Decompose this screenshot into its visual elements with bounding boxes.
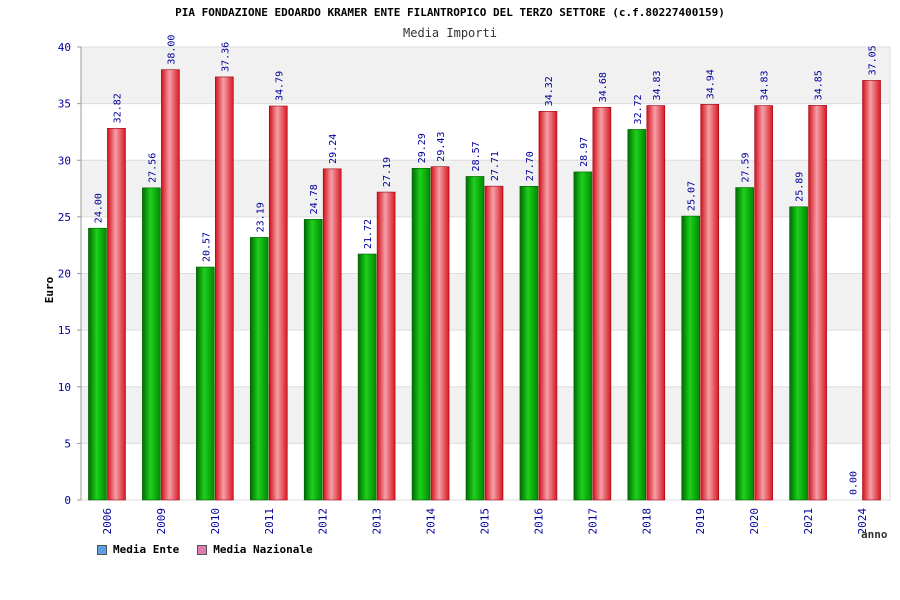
- y-tick-label: 0: [64, 494, 71, 507]
- legend: Media Ente Media Nazionale: [97, 543, 313, 556]
- x-tick-label: 2011: [263, 508, 276, 535]
- data-label-media-ente: 27.56: [147, 153, 158, 183]
- bar-media-nazionale: [754, 105, 773, 501]
- x-tick-label: 2012: [317, 508, 330, 535]
- bar-media-nazionale: [430, 166, 450, 501]
- x-tick-label: 2009: [155, 508, 168, 535]
- data-label-media-nazionale: 29.24: [328, 134, 339, 164]
- data-label-media-nazionale: 37.36: [220, 42, 231, 72]
- bar-media-nazionale: [484, 185, 504, 501]
- bar-media-ente: [789, 206, 808, 501]
- bar-media-nazionale: [215, 76, 234, 501]
- x-tick-label: 2010: [209, 508, 222, 535]
- bar-media-nazionale: [376, 191, 396, 501]
- data-label-media-nazionale: 27.19: [382, 157, 393, 187]
- legend-swatch-nazionale: [197, 544, 208, 555]
- bar-media-ente: [735, 187, 754, 501]
- bar-media-ente: [519, 185, 539, 501]
- x-tick-label: 2006: [101, 508, 114, 535]
- bar-media-ente: [465, 176, 485, 501]
- x-axis-label: anno: [861, 528, 888, 541]
- x-tick-label: 2015: [479, 508, 492, 535]
- y-tick-label: 30: [58, 154, 71, 167]
- legend-swatch-ente: [97, 544, 107, 555]
- data-label-media-ente: 24.00: [93, 193, 104, 223]
- bar-media-nazionale: [107, 128, 126, 501]
- y-tick-label: 40: [58, 41, 71, 54]
- data-label-media-ente: 20.57: [201, 232, 212, 262]
- bar-media-nazionale: [322, 168, 342, 501]
- data-label-media-ente: 25.89: [795, 172, 806, 202]
- data-label-media-ente: 29.29: [417, 133, 428, 163]
- data-label-media-ente: 23.19: [255, 202, 266, 232]
- bar-media-nazionale: [538, 111, 558, 501]
- legend-item-ente: Media Ente: [97, 543, 179, 556]
- data-label-media-nazionale: 27.71: [490, 151, 501, 181]
- bar-media-nazionale: [161, 69, 180, 501]
- y-tick-label: 20: [58, 268, 71, 281]
- data-label-media-nazionale: 32.82: [112, 93, 123, 123]
- chart-title: PIA FONDAZIONE EDOARDO KRAMER ENTE FILAN…: [175, 6, 725, 19]
- y-tick-label: 25: [58, 211, 71, 224]
- data-label-media-ente: 24.78: [309, 184, 320, 214]
- data-label-media-ente: 32.72: [633, 94, 644, 124]
- data-label-media-nazionale: 34.83: [760, 70, 771, 100]
- bar-media-ente: [411, 167, 431, 501]
- data-label-media-ente: 27.70: [525, 151, 536, 181]
- bar-media-ente: [249, 237, 269, 501]
- x-tick-label: 2019: [694, 508, 707, 535]
- data-label-media-nazionale: 34.32: [544, 76, 555, 106]
- y-tick-label: 5: [64, 437, 71, 450]
- bar-media-ente: [142, 187, 161, 501]
- x-tick-label: 2024: [856, 508, 869, 535]
- bar-media-nazionale: [700, 104, 720, 501]
- data-label-media-nazionale: 34.83: [652, 70, 663, 100]
- y-tick-label: 10: [58, 381, 71, 394]
- x-tick-label: 2014: [425, 508, 438, 535]
- data-label-media-ente: 28.97: [579, 137, 590, 167]
- bar-media-nazionale: [808, 105, 827, 501]
- bar-media-ente: [88, 227, 107, 501]
- data-label-media-nazionale: 38.00: [166, 35, 177, 65]
- bar-media-ente: [357, 253, 377, 501]
- bar-media-ente: [573, 171, 593, 501]
- x-tick-label: 2020: [748, 508, 761, 535]
- legend-label-ente: Media Ente: [113, 543, 180, 556]
- x-tick-label: 2018: [640, 508, 653, 535]
- x-tick-label: 2017: [586, 508, 599, 535]
- data-label-media-nazionale: 29.43: [436, 132, 447, 162]
- bar-media-nazionale: [646, 105, 666, 501]
- data-label-media-ente: 27.59: [741, 152, 752, 182]
- bar-media-ente: [681, 215, 701, 501]
- x-tick-label: 2021: [802, 508, 815, 535]
- bar-media-ente: [196, 266, 215, 501]
- y-tick-label: 35: [58, 98, 71, 111]
- legend-label-nazionale: Media Nazionale: [213, 543, 313, 556]
- bar-media-nazionale: [592, 106, 612, 501]
- data-label-media-nazionale: 34.94: [706, 69, 717, 99]
- chart-subtitle: Media Importi: [403, 26, 497, 40]
- bar-media-nazionale: [862, 80, 881, 501]
- data-label-media-ente: 25.07: [687, 181, 698, 211]
- x-tick-label: 2016: [532, 508, 545, 535]
- y-tick-label: 15: [58, 324, 71, 337]
- bar-media-nazionale: [268, 105, 288, 501]
- data-label-media-ente: 28.57: [471, 141, 482, 171]
- bar-media-ente: [627, 129, 647, 501]
- data-label-media-ente: 21.72: [363, 219, 374, 249]
- data-label-media-nazionale: 34.79: [274, 71, 285, 101]
- x-tick-label: 2013: [371, 508, 384, 535]
- data-label-media-nazionale: 37.05: [868, 45, 879, 75]
- bar-media-ente: [303, 219, 323, 501]
- legend-item-nazionale: Media Nazionale: [197, 543, 313, 556]
- data-label-media-ente: 0.00: [849, 471, 860, 495]
- data-label-media-nazionale: 34.68: [598, 72, 609, 102]
- y-axis-label: Euro: [43, 276, 56, 303]
- data-label-media-nazionale: 34.85: [814, 70, 825, 100]
